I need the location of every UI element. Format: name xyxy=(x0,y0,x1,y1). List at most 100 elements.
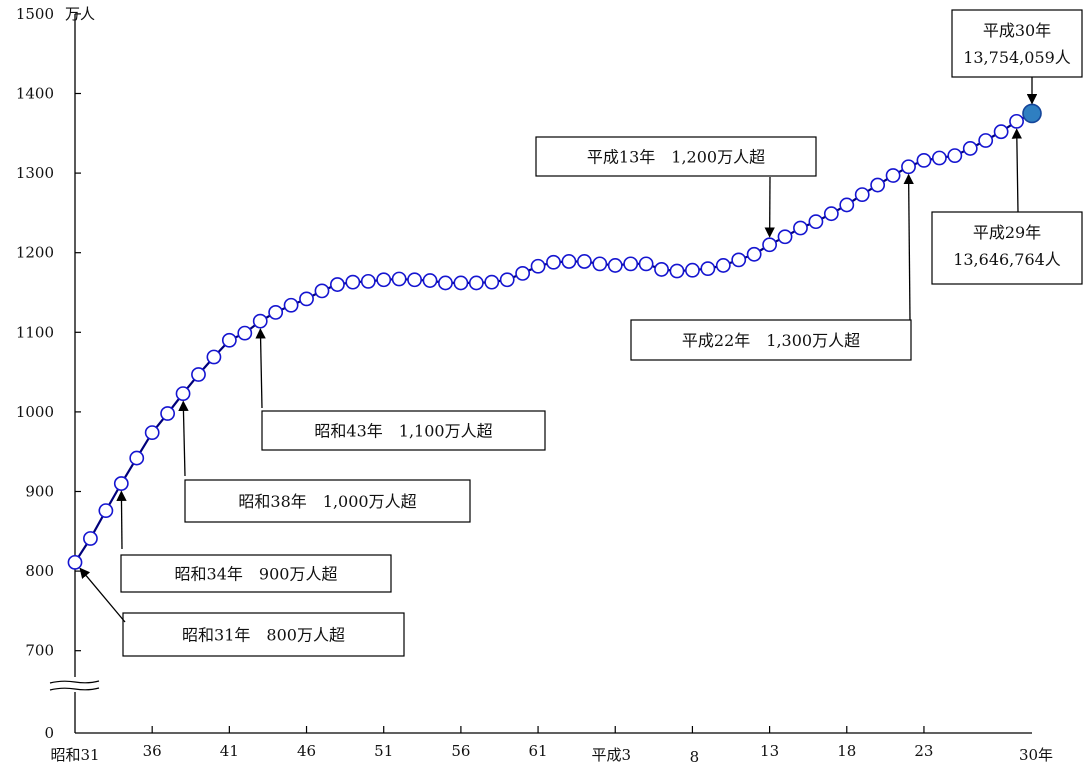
data-point xyxy=(854,187,870,202)
annotation-callout: 平成13年 1,200万人超 xyxy=(535,136,817,238)
data-point xyxy=(206,349,222,365)
y-tick-label: 1100 xyxy=(16,323,54,341)
x-tick-label: 18 xyxy=(837,742,856,760)
x-axis-ticks: 昭和31 36 41 46 51 56 61 平成3 8 13 18 23 30年 xyxy=(50,726,1053,766)
x-tick-label: 平成3 xyxy=(591,746,631,764)
data-point xyxy=(515,265,531,281)
data-point xyxy=(468,275,484,291)
annotation-callout: 平成30年 13,754,059人 xyxy=(951,9,1083,105)
data-point xyxy=(885,168,901,183)
data-point xyxy=(129,450,145,466)
data-point xyxy=(530,258,546,274)
data-point xyxy=(793,220,808,236)
y-tick-label: 1400 xyxy=(16,85,54,103)
data-point xyxy=(931,150,947,166)
annotation-text: 平成22年 1,300万人超 xyxy=(682,331,860,350)
annotation-text-line2: 13,754,059人 xyxy=(963,48,1071,67)
data-point xyxy=(901,159,916,175)
axis-break-mark-bottom xyxy=(49,687,100,691)
y-tick-label: 1300 xyxy=(16,164,54,182)
x-tick-label: 51 xyxy=(374,742,393,760)
y-axis-ticks: 0 700 800 900 1000 1100 1200 1300 1400 1500 xyxy=(16,5,81,742)
data-point xyxy=(499,272,515,288)
annotation-box xyxy=(184,479,471,523)
annotation-box xyxy=(261,410,546,451)
annotation-text: 昭和34年 900万人超 xyxy=(175,565,338,584)
data-point xyxy=(839,197,855,213)
data-point xyxy=(592,256,608,272)
data-point xyxy=(330,277,345,292)
data-point xyxy=(268,304,284,320)
data-point xyxy=(546,254,561,270)
data-point xyxy=(407,272,422,288)
annotation-text-line1: 平成29年 xyxy=(973,223,1041,242)
data-point xyxy=(777,229,793,245)
data-point xyxy=(762,237,777,253)
x-tick-label: 41 xyxy=(220,742,239,760)
annotations: 昭和31年 800万人超 昭和34年 900万人超 昭和38年 1,000万人超 昭和… xyxy=(79,9,1083,657)
data-point xyxy=(345,274,361,290)
data-point xyxy=(283,297,299,313)
data-point xyxy=(654,262,669,277)
data-point xyxy=(576,254,592,269)
x-tick-label: 13 xyxy=(760,742,779,760)
x-tick-label: 56 xyxy=(451,742,470,760)
y-tick-label: 700 xyxy=(25,642,54,660)
annotation-text-line2: 13,646,764人 xyxy=(953,250,1061,269)
annotation-box xyxy=(630,319,912,361)
y-tick-label: 900 xyxy=(25,483,54,501)
annotation-callout: 平成22年 1,300万人超 xyxy=(630,173,914,361)
x-tick-label: 30年 xyxy=(1019,746,1053,764)
data-point xyxy=(607,258,623,273)
annotation-callout: 昭和43年 1,100万人超 xyxy=(255,328,546,451)
x-tick-label: 8 xyxy=(690,748,700,766)
y-axis-unit-label: 万人 xyxy=(65,5,95,23)
data-point xyxy=(113,476,129,491)
x-tick-label: 昭和31 xyxy=(50,746,99,764)
annotation-box xyxy=(535,136,817,177)
data-point xyxy=(715,258,731,273)
annotation-callout: 平成29年 13,646,764人 xyxy=(931,128,1083,285)
data-point xyxy=(422,273,438,288)
x-tick-label: 61 xyxy=(529,742,548,760)
data-point xyxy=(314,283,330,299)
data-point xyxy=(669,263,685,279)
data-point xyxy=(221,332,237,348)
data-point xyxy=(484,274,500,290)
annotation-arrow xyxy=(79,567,126,623)
data-point xyxy=(438,275,453,291)
annotation-arrow xyxy=(116,490,127,550)
annotation-arrow xyxy=(1011,128,1023,213)
annotation-callout: 昭和38年 1,000万人超 xyxy=(178,400,471,523)
data-point xyxy=(252,313,268,329)
data-point xyxy=(391,271,407,287)
annotation-box xyxy=(122,612,405,657)
y-tick-label: 1500 xyxy=(16,5,54,23)
data-point xyxy=(685,262,700,278)
data-point xyxy=(947,148,963,163)
annotation-arrow xyxy=(255,328,266,409)
data-point xyxy=(98,503,114,519)
data-point xyxy=(299,291,314,307)
annotation-callout: 昭和31年 800万人超 xyxy=(79,567,405,657)
data-point xyxy=(83,531,98,546)
annotation-text: 昭和43年 1,100万人超 xyxy=(314,422,492,441)
data-point xyxy=(962,141,978,156)
y-tick-label: 1000 xyxy=(16,403,54,421)
annotation-text: 平成13年 1,200万人超 xyxy=(587,148,765,167)
data-point xyxy=(623,256,639,272)
y-tick-label: 0 xyxy=(44,724,54,742)
annotation-box xyxy=(120,554,392,593)
data-point xyxy=(808,214,824,230)
annotation-arrow xyxy=(178,400,189,477)
data-point xyxy=(731,252,747,268)
annotation-text: 昭和31年 800万人超 xyxy=(182,626,345,645)
data-point xyxy=(453,275,469,291)
y-tick-label: 800 xyxy=(25,562,54,580)
annotation-box xyxy=(951,9,1083,78)
data-point xyxy=(746,246,762,262)
data-point xyxy=(237,325,253,341)
annotation-text: 昭和38年 1,000万人超 xyxy=(238,492,416,511)
data-point xyxy=(175,386,191,401)
